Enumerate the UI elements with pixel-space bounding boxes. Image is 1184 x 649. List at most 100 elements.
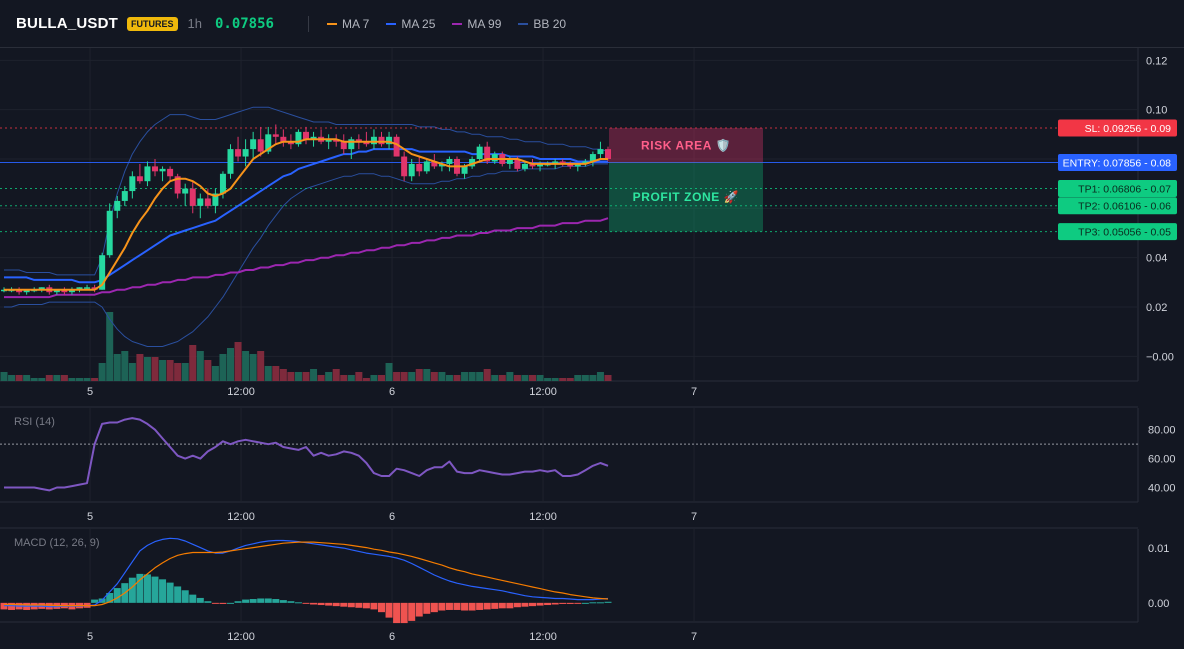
volume-bar bbox=[513, 375, 521, 381]
macd-histogram-bar bbox=[589, 602, 597, 604]
macd-histogram-bar bbox=[415, 602, 423, 617]
macd-histogram-bar bbox=[423, 602, 431, 614]
volume-bar bbox=[23, 375, 31, 381]
volume-bar bbox=[53, 375, 61, 381]
volume-bar bbox=[174, 363, 182, 381]
legend-swatch bbox=[518, 22, 529, 25]
legend-ma7[interactable]: MA 7 bbox=[326, 17, 369, 31]
level-tag bbox=[1058, 179, 1177, 197]
macd-histogram-bar bbox=[596, 602, 604, 604]
macd-histogram-bar bbox=[513, 602, 521, 608]
volume-bar bbox=[491, 375, 499, 381]
volume-bar bbox=[0, 372, 8, 381]
candle-body bbox=[257, 139, 264, 152]
y-tick-label: 0.02 bbox=[1146, 302, 1167, 314]
macd-histogram-bar bbox=[491, 602, 499, 609]
macd-histogram-bar bbox=[385, 602, 393, 618]
macd-histogram-bar bbox=[227, 602, 234, 604]
volume-bar bbox=[219, 354, 227, 381]
candle-body bbox=[567, 163, 574, 167]
legend-label: BB 20 bbox=[533, 16, 567, 31]
level-tag bbox=[1058, 197, 1177, 215]
macd-histogram-bar bbox=[159, 579, 167, 603]
volume-bar bbox=[370, 375, 378, 381]
candle-body bbox=[235, 149, 242, 157]
legend-ma25[interactable]: MA 25 bbox=[386, 17, 435, 31]
candle-body bbox=[152, 166, 158, 172]
macd-line bbox=[4, 537, 609, 608]
macd-histogram-bar bbox=[347, 602, 355, 608]
macd-histogram-bar bbox=[370, 602, 378, 610]
volume-bar bbox=[136, 354, 144, 381]
macd-histogram-bar bbox=[566, 602, 574, 604]
x-tick-label: 6 bbox=[389, 386, 395, 398]
volume-bar bbox=[15, 375, 23, 381]
x-tick-label: 5 bbox=[87, 511, 93, 523]
candle-body bbox=[333, 139, 340, 142]
level-tag bbox=[1058, 223, 1177, 241]
macd-histogram-bar bbox=[143, 574, 151, 603]
volume-bar bbox=[234, 342, 242, 381]
volume-bar bbox=[227, 348, 234, 381]
volume-bar bbox=[181, 363, 189, 381]
macd-histogram-bar bbox=[242, 599, 250, 603]
volume-bar bbox=[355, 372, 363, 381]
macd-y-tick-label: 0.01 bbox=[1148, 543, 1169, 555]
macd-histogram-bar bbox=[325, 602, 333, 606]
candle-body bbox=[174, 176, 181, 194]
legend-ma99[interactable]: MA 99 bbox=[452, 17, 501, 31]
candle-body bbox=[219, 173, 226, 194]
macd-histogram-bar bbox=[219, 602, 227, 604]
volume-bar bbox=[347, 375, 355, 381]
candle-body bbox=[537, 163, 544, 167]
volume-bar bbox=[91, 378, 99, 381]
macd-histogram-bar bbox=[498, 602, 506, 609]
volume-bar bbox=[60, 375, 68, 381]
volume-bar bbox=[242, 351, 250, 381]
candle-body bbox=[370, 136, 377, 145]
candle-body bbox=[265, 134, 272, 152]
candle-body bbox=[348, 139, 355, 150]
legend-swatch bbox=[326, 22, 337, 25]
volume-bar bbox=[589, 375, 597, 381]
candle-body bbox=[325, 139, 332, 142]
volume-bar bbox=[279, 369, 287, 381]
volume-bar bbox=[468, 372, 476, 381]
x-tick-label: 5 bbox=[87, 631, 93, 643]
candle-body bbox=[552, 161, 559, 164]
macd-histogram-bar bbox=[264, 598, 272, 603]
volume-bar bbox=[45, 375, 53, 381]
bollinger-lower-line bbox=[4, 163, 608, 347]
candle-body bbox=[386, 136, 393, 145]
macd-histogram-bar bbox=[393, 602, 401, 624]
candle-body bbox=[589, 154, 596, 162]
macd-histogram-bar bbox=[581, 602, 589, 604]
candle-body bbox=[23, 289, 30, 293]
symbol-name[interactable]: BULLA_USDT bbox=[16, 15, 118, 32]
candle-body bbox=[189, 188, 196, 206]
volume-bar bbox=[294, 372, 302, 381]
macd-histogram-bar bbox=[468, 602, 476, 611]
timeframe[interactable]: 1h bbox=[187, 16, 202, 31]
x-tick-label: 7 bbox=[691, 386, 697, 398]
legend-swatch bbox=[452, 22, 463, 25]
volume-bar bbox=[76, 378, 83, 381]
volume-bar bbox=[159, 360, 167, 381]
volume-bar bbox=[476, 372, 484, 381]
volume-bar bbox=[498, 375, 506, 381]
candle-body bbox=[340, 141, 347, 150]
legend-bb20[interactable]: BB 20 bbox=[518, 17, 566, 31]
candle-body bbox=[363, 141, 370, 145]
candle-body bbox=[197, 198, 204, 206]
macd-histogram-bar bbox=[302, 602, 310, 604]
macd-histogram-bar bbox=[483, 602, 491, 610]
x-tick-label: 12:00 bbox=[529, 511, 557, 523]
macd-histogram-bar bbox=[91, 599, 99, 603]
macd-histogram-bar bbox=[574, 602, 582, 604]
macd-histogram-bar bbox=[559, 602, 567, 604]
candle-body bbox=[529, 163, 536, 167]
ma99-line bbox=[4, 217, 609, 299]
volume-bar bbox=[249, 354, 257, 381]
macd-histogram-bar bbox=[287, 601, 295, 603]
